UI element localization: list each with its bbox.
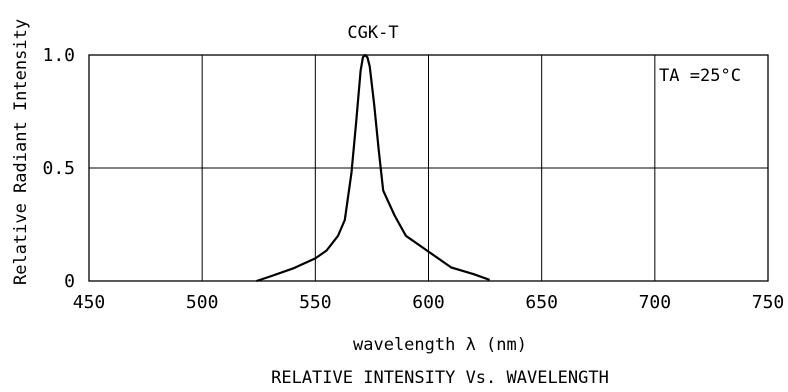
- y-axis-label: Relative Radiant Intensity: [11, 19, 31, 285]
- temperature-annotation: TA =25°C: [659, 66, 741, 86]
- x-tick-label: 550: [299, 292, 332, 313]
- series-0-line: [256, 53, 490, 283]
- x-tick-label: 450: [73, 292, 106, 313]
- y-tick-label: 0.5: [42, 158, 75, 179]
- x-tick-label: 500: [186, 292, 219, 313]
- x-axis-label: wavelength λ (nm): [353, 335, 527, 355]
- x-tick-label: 600: [412, 292, 445, 313]
- x-tick-label: 750: [752, 292, 785, 313]
- x-tick-label: 700: [639, 292, 672, 313]
- chart-subtitle: RELATIVE INTENSITY Vs. WAVELENGTH: [271, 368, 609, 388]
- y-tick-label: 0: [64, 271, 75, 292]
- x-tick-label: 650: [525, 292, 558, 313]
- tick-labels: 450 500 550 600 650 700 750 0 0.5 1.0: [42, 45, 784, 313]
- y-tick-label: 1.0: [42, 45, 75, 66]
- plot-frame: [88, 54, 769, 282]
- grid: [89, 55, 768, 281]
- chart-title: CGK-T: [347, 23, 398, 43]
